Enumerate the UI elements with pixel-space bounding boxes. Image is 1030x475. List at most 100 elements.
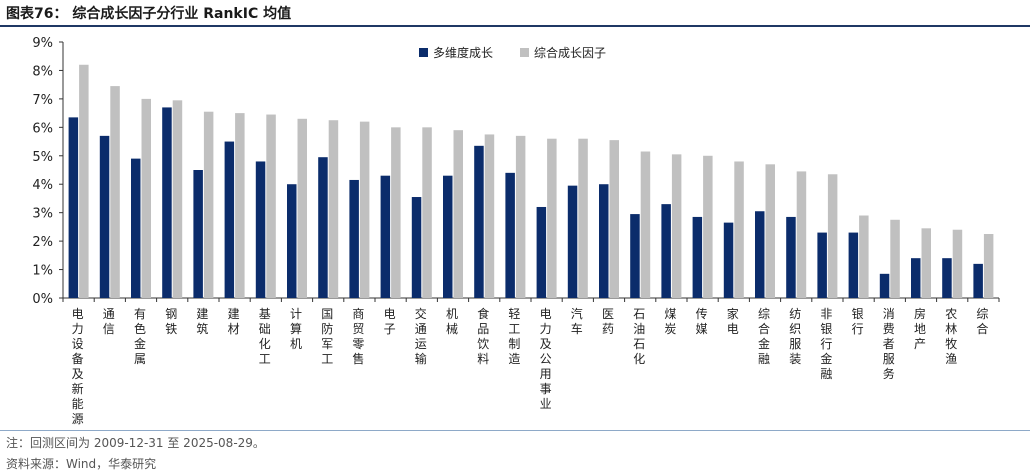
bar-composite-growth — [203, 111, 214, 298]
bar-multidim-growth — [255, 161, 266, 298]
bar-composite-growth — [484, 134, 495, 298]
bar-chart: 0% 1% 2% 3% 4% 5% 6% 7% 8% 9% 电力设备及新能源 通信 有色金属 钢铁建筑建材… — [32, 36, 1000, 426]
bar-composite-growth — [859, 215, 869, 298]
bar-composite-growth — [734, 161, 744, 298]
bar-multidim-growth — [911, 258, 921, 298]
y-tick-label: 5% — [32, 150, 53, 165]
x-category-label: 计算机 — [290, 307, 302, 351]
bar-multidim-growth — [973, 263, 983, 298]
bar-multidim-growth — [755, 211, 765, 298]
bar-multidim-growth — [443, 175, 453, 298]
bar-multidim-growth — [474, 145, 484, 298]
title-rule — [0, 25, 1030, 27]
bar-composite-growth — [453, 130, 463, 298]
y-tick-label: 7% — [32, 93, 53, 108]
x-category-label: 商贸零售 — [352, 306, 364, 366]
bar-multidim-growth — [224, 141, 235, 298]
x-category-label: 综合 — [976, 307, 988, 336]
bar-composite-growth — [297, 118, 307, 298]
x-category-label: 汽车 — [571, 306, 583, 336]
bar-multidim-growth — [318, 157, 328, 298]
bar-multidim-growth — [723, 222, 734, 298]
x-category-label: 通信 — [103, 307, 115, 336]
footnote-source: 资料来源：Wind，华泰研究 — [6, 457, 157, 471]
y-tick-label: 3% — [32, 207, 53, 222]
bar-multidim-growth — [380, 175, 391, 298]
bar-composite-growth — [547, 138, 557, 298]
bar-composite-growth — [141, 98, 151, 298]
x-category-label: 石油石化 — [633, 307, 645, 366]
bar-composite-growth — [79, 64, 89, 298]
x-category-label: 纺织服装 — [789, 307, 801, 366]
x-category-label: 银行 — [852, 307, 864, 336]
legend-label: 多维度成长 — [433, 45, 493, 60]
x-category-label: 建筑 — [196, 307, 208, 336]
bar-multidim-growth — [942, 258, 952, 298]
x-category-label: 医药 — [602, 307, 614, 336]
footnote-note: 注：回测区间为 2009-12-31 至 2025-08-29。 — [6, 436, 265, 450]
legend-label: 综合成长因子 — [534, 45, 606, 60]
y-tick-label: 6% — [32, 121, 53, 136]
y-tick-label: 8% — [32, 64, 53, 79]
x-category-label: 钢铁 — [165, 307, 177, 336]
bar-multidim-growth — [817, 232, 827, 298]
bar-composite-growth — [359, 121, 370, 299]
x-category-label: 农林牧渔 — [945, 307, 957, 366]
x-category-label: 传媒 — [696, 306, 708, 336]
bar-composite-growth — [921, 228, 931, 298]
x-category-label: 电力设备及新能源 — [72, 307, 84, 426]
bar-multidim-growth — [692, 216, 703, 298]
bar-multidim-growth — [193, 170, 203, 298]
y-tick-label: 2% — [32, 235, 53, 250]
bar-multidim-growth — [99, 135, 110, 298]
x-category-label: 交通运输 — [415, 306, 427, 366]
x-category-label: 综合金融 — [758, 307, 770, 366]
x-category-label: 电力及公用事业 — [540, 307, 552, 411]
bar-multidim-growth — [879, 273, 890, 298]
y-tick-label: 0% — [32, 292, 53, 307]
bar-composite-growth — [827, 174, 838, 298]
x-category-label: 机械 — [446, 307, 458, 336]
bar-composite-growth — [391, 127, 401, 298]
bar-multidim-growth — [567, 185, 578, 298]
legend-swatch — [520, 48, 529, 57]
bar-multidim-growth — [68, 117, 79, 298]
bar-composite-growth — [422, 127, 432, 298]
x-category-label: 房地产 — [914, 306, 926, 351]
bar-composite-growth — [609, 140, 619, 298]
x-category-label: 建材 — [228, 307, 240, 336]
bar-composite-growth — [703, 155, 713, 298]
legend-swatch — [419, 48, 428, 57]
bar-composite-growth — [671, 154, 682, 298]
bar-composite-growth — [578, 138, 588, 298]
x-category-label: 国防军工 — [321, 307, 333, 366]
bar-multidim-growth — [661, 204, 671, 298]
bar-multidim-growth — [599, 184, 609, 298]
x-category-label: 食品饮料 — [477, 306, 489, 366]
x-category-label: 轻工制造 — [508, 307, 520, 366]
x-category-label: 消费者服务 — [883, 307, 895, 381]
bar-multidim-growth — [349, 179, 359, 298]
y-tick-label: 1% — [32, 264, 53, 279]
bar-multidim-growth — [630, 214, 640, 298]
bar-composite-growth — [640, 151, 651, 298]
bar-composite-growth — [172, 100, 183, 298]
bar-multidim-growth — [505, 172, 515, 298]
x-category-label: 基础化工 — [259, 307, 271, 366]
x-category-label: 非银行金融 — [820, 307, 832, 381]
bar-multidim-growth — [131, 158, 141, 298]
bar-composite-growth — [796, 171, 807, 298]
figure-title: 图表76： 综合成长因子分行业 RankIC 均值 — [6, 6, 292, 22]
bar-composite-growth — [110, 86, 120, 298]
bar-composite-growth — [765, 164, 775, 298]
x-category-label: 有色金属 — [134, 307, 146, 366]
bar-composite-growth — [890, 219, 900, 298]
bar-multidim-growth — [162, 107, 172, 298]
bar-composite-growth — [983, 234, 994, 298]
x-category-label: 家电 — [727, 306, 739, 336]
footer-rule — [0, 430, 1030, 431]
bar-multidim-growth — [536, 206, 547, 298]
x-category-label: 煤炭 — [664, 307, 676, 336]
bar-composite-growth — [515, 135, 526, 298]
bar-multidim-growth — [786, 216, 796, 298]
